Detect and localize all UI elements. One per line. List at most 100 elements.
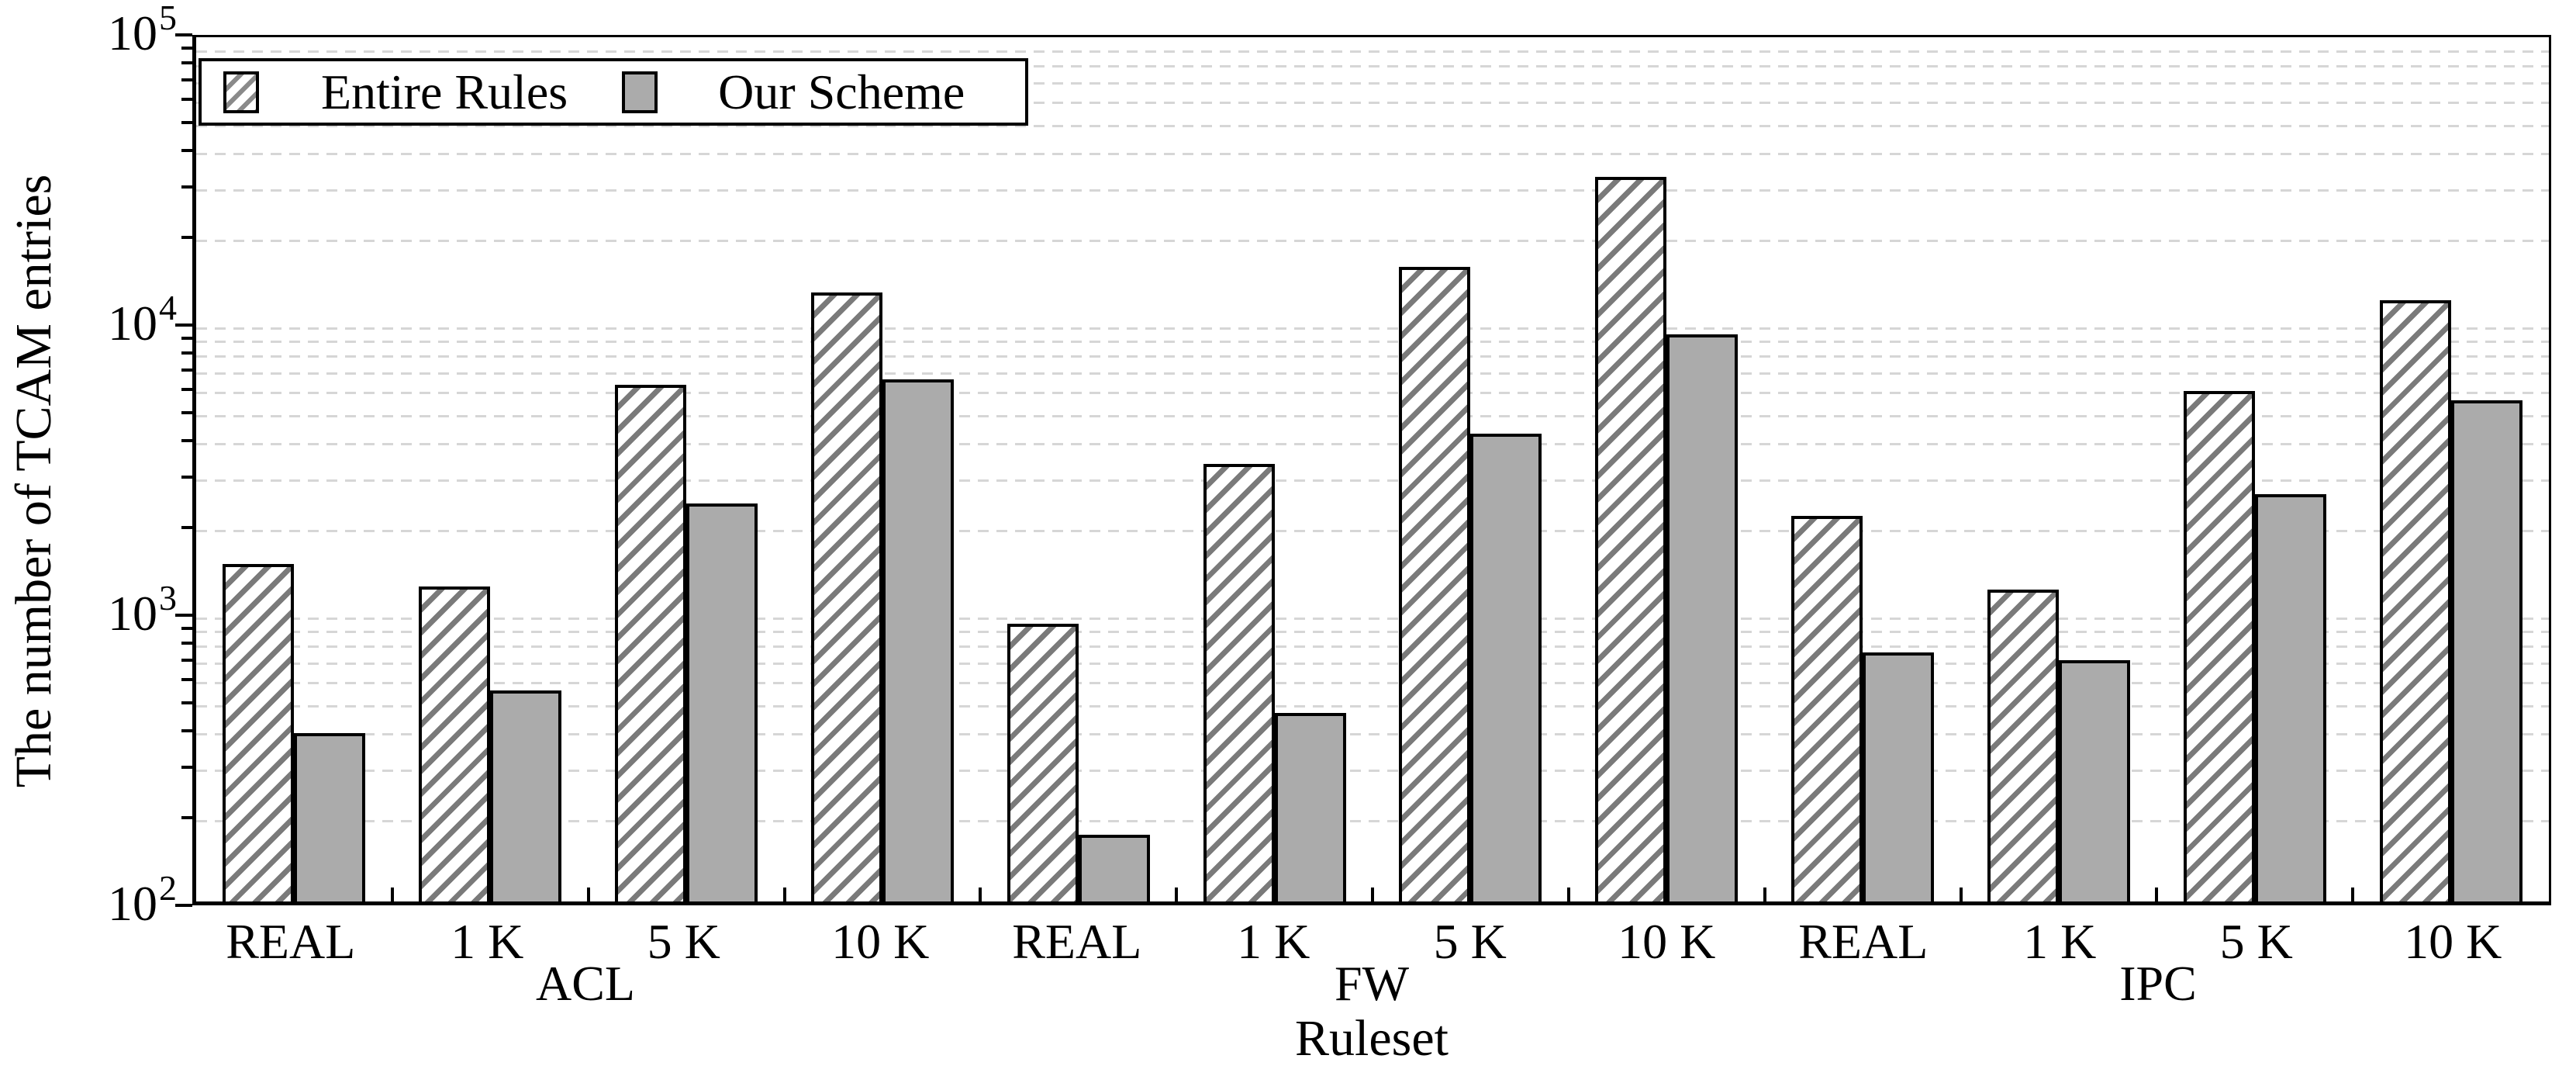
y-axis-minor-tick xyxy=(181,438,192,442)
plot-area xyxy=(192,35,2551,905)
bar-entire-rules-ACL-5 K xyxy=(615,385,687,901)
y-axis-minor-tick xyxy=(181,47,192,50)
minor-gridline xyxy=(196,479,2549,482)
x-group-labels: ACL FW IPC xyxy=(192,959,2551,1009)
y-tick-label-10e3: 103 xyxy=(108,578,177,641)
y-axis-minor-tick xyxy=(181,148,192,152)
group-label-IPC: IPC xyxy=(2119,956,2197,1011)
bar-our-scheme-IPC-1 K xyxy=(2058,659,2130,901)
minor-gridline xyxy=(196,530,2549,533)
minor-gridline xyxy=(196,414,2549,417)
bar-entire-rules-ACL-10 K xyxy=(810,292,882,901)
minor-gridline xyxy=(196,442,2549,445)
minor-gridline xyxy=(196,645,2549,649)
slot-IPC-10 K xyxy=(2353,37,2549,901)
y-axis-minor-tick xyxy=(181,78,192,81)
minor-gridline xyxy=(196,240,2549,243)
y-axis-major-tick xyxy=(175,904,192,907)
y-axis-minor-tick xyxy=(181,658,192,662)
slot-IPC-REAL xyxy=(1765,37,1961,901)
bar-entire-rules-FW-5 K xyxy=(1399,266,1471,901)
x-axis-tick xyxy=(586,888,590,901)
y-axis-minor-tick xyxy=(181,120,192,124)
y-axis-minor-tick xyxy=(181,185,192,189)
minor-gridline xyxy=(196,769,2549,772)
x-axis-tick xyxy=(979,888,982,901)
bar-entire-rules-IPC-5 K xyxy=(2183,391,2255,901)
slot-FW-1 K xyxy=(1176,37,1373,901)
bar-our-scheme-ACL-5 K xyxy=(686,503,758,901)
x-axis-tick xyxy=(782,888,786,901)
bar-entire-rules-FW-10 K xyxy=(1595,177,1667,901)
minor-gridline xyxy=(196,152,2549,155)
x-tick-label: 5 K xyxy=(1433,914,1507,969)
group-label-ACL: ACL xyxy=(536,956,635,1011)
bar-our-scheme-ACL-1 K xyxy=(490,690,562,901)
x-axis-tick xyxy=(2155,888,2159,901)
bar-our-scheme-ACL-REAL xyxy=(294,732,366,901)
x-axis-title: Ruleset xyxy=(1295,1010,1449,1067)
y-axis-minor-tick xyxy=(181,701,192,704)
y-axis-minor-tick xyxy=(181,475,192,479)
x-tick-label: 1 K xyxy=(1237,914,1310,969)
bar-entire-rules-ACL-REAL xyxy=(223,564,295,901)
bar-entire-rules-FW-REAL xyxy=(1007,624,1079,901)
minor-gridline xyxy=(196,732,2549,735)
y-axis-minor-tick xyxy=(181,351,192,355)
slot-FW-10 K xyxy=(1569,37,1765,901)
bar-entire-rules-FW-1 K xyxy=(1203,464,1275,901)
y-axis-minor-tick xyxy=(181,677,192,681)
minor-gridline xyxy=(196,391,2549,394)
minor-gridline xyxy=(196,704,2549,708)
minor-gridline xyxy=(196,355,2549,358)
slot-FW-5 K xyxy=(1373,37,1569,901)
x-tick-label: REAL xyxy=(226,914,356,969)
y-axis-title: The number of TCAM entries xyxy=(5,174,62,788)
y-tick-label-10e4: 104 xyxy=(108,288,177,351)
slot-ACL-10 K xyxy=(784,37,980,901)
y-axis-minor-tick xyxy=(181,97,192,101)
y-axis-minor-tick xyxy=(181,236,192,240)
bar-our-scheme-ACL-10 K xyxy=(882,379,954,901)
y-axis-minor-tick xyxy=(181,387,192,391)
decade-gridline xyxy=(196,618,2549,620)
x-axis-tick xyxy=(1763,888,1766,901)
legend-label-our-scheme: Our Scheme xyxy=(718,64,965,119)
y-axis-minor-tick xyxy=(181,728,192,732)
x-tick-label: 10 K xyxy=(831,914,930,969)
y-axis-minor-tick xyxy=(181,765,192,769)
our-scheme-swatch-icon xyxy=(622,71,658,113)
x-axis-tick xyxy=(1371,888,1374,901)
x-tick-label: 5 K xyxy=(2219,914,2293,969)
bar-entire-rules-IPC-10 K xyxy=(2379,300,2451,901)
bar-our-scheme-IPC-REAL xyxy=(1863,652,1935,901)
minor-gridline xyxy=(196,65,2549,68)
minor-gridline xyxy=(196,101,2549,104)
x-tick-label: 5 K xyxy=(647,914,720,969)
slot-ACL-5 K xyxy=(589,37,785,901)
bar-our-scheme-FW-10 K xyxy=(1666,334,1739,901)
y-axis-major-tick xyxy=(175,33,192,36)
y-axis-minor-tick xyxy=(181,368,192,372)
slot-ACL-REAL xyxy=(196,37,392,901)
y-axis-major-tick xyxy=(175,324,192,327)
slot-IPC-5 K xyxy=(2156,37,2353,901)
minor-gridline xyxy=(196,820,2549,823)
y-axis-minor-tick xyxy=(181,61,192,65)
x-axis-tick xyxy=(2351,888,2355,901)
x-tick-labels: REAL 1 K 5 K 10 K REAL 1 K 5 K 10 K REAL 1 K 5 K 10… xyxy=(192,917,2551,967)
legend-label-entire-rules: Entire Rules xyxy=(321,64,568,119)
x-axis-tick xyxy=(390,888,394,901)
minor-gridline xyxy=(196,81,2549,85)
minor-gridline xyxy=(196,50,2549,54)
y-axis-minor-tick xyxy=(181,410,192,414)
minor-gridline xyxy=(196,631,2549,634)
bar-entire-rules-IPC-1 K xyxy=(1987,589,2059,901)
bar-our-scheme-IPC-10 K xyxy=(2450,400,2522,901)
minor-gridline xyxy=(196,372,2549,375)
minor-gridline xyxy=(196,189,2549,192)
bar-entire-rules-ACL-1 K xyxy=(419,586,491,901)
y-axis-minor-tick xyxy=(181,627,192,631)
x-tick-label: REAL xyxy=(1012,914,1142,969)
